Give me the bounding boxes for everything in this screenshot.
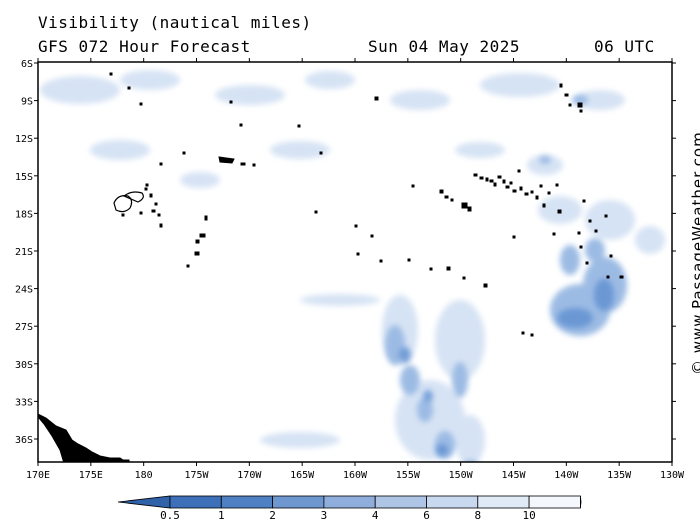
longitude-label: 170W <box>237 470 262 481</box>
legend-label: 10 <box>522 509 535 522</box>
legend-swatch <box>426 495 479 509</box>
longitude-label: 135W <box>607 470 632 481</box>
latitude-axis: 6S 9S 12S 15S 18S 21S 24S 27S 30S 33S 36S <box>15 59 33 446</box>
latitude-label: 36S <box>15 435 33 446</box>
longitude-label: 160W <box>343 470 368 481</box>
legend-swatch <box>220 495 274 509</box>
latitude-label: 12S <box>15 134 33 145</box>
legend-swatch <box>528 495 581 509</box>
latitude-label: 24S <box>15 285 33 296</box>
longitude-label: 145W <box>501 470 526 481</box>
longitude-label: 170E <box>26 470 50 481</box>
legend-label: 4 <box>372 509 379 522</box>
latitude-label: 15S <box>15 172 33 183</box>
forecast-date: Sun 04 May 2025 <box>368 37 520 56</box>
latitude-label: 30S <box>15 360 33 371</box>
longitude-label: 165W <box>290 470 315 481</box>
forecast-subtitle: GFS 072 Hour Forecast <box>38 37 251 56</box>
legend-label: 6 <box>423 509 430 522</box>
legend-swatch <box>169 495 222 509</box>
latitude-label: 33S <box>15 397 33 408</box>
legend-label: 0.5 <box>160 509 180 522</box>
legend-swatch <box>477 495 530 509</box>
axis-ticks <box>34 58 676 466</box>
longitude-label: 150W <box>449 470 474 481</box>
legend-label: 2 <box>269 509 276 522</box>
visibility-haze-layer <box>40 70 665 462</box>
legend-swatch <box>374 495 427 509</box>
map-title: Visibility (nautical miles) <box>38 13 312 32</box>
latitude-label: 18S <box>15 209 33 220</box>
legend-swatch <box>272 495 325 509</box>
fiji-island <box>113 195 133 213</box>
longitude-label: 175W <box>184 470 209 481</box>
longitude-axis: 170E 175E 180 175W 170W 165W 160W 155W 150W 145W 1… <box>26 470 685 481</box>
longitude-label: 155W <box>396 470 421 481</box>
longitude-label: 175E <box>79 470 103 481</box>
legend-label: 8 <box>474 509 481 522</box>
legend-left-arrow <box>117 495 171 509</box>
legend-label: 1 <box>218 509 225 522</box>
fiji-island <box>122 191 144 203</box>
longitude-label: 180 <box>135 470 153 481</box>
latitude-label: 6S <box>21 59 33 70</box>
legend-swatch <box>323 495 376 509</box>
longitude-label: 130W <box>660 470 685 481</box>
forecast-time: 06 UTC <box>594 37 655 56</box>
legend-right-arrow <box>580 495 582 509</box>
longitude-label: 140W <box>554 470 579 481</box>
islands-layer <box>38 72 624 462</box>
credit-text: © www.PassageWeather.com <box>689 131 700 375</box>
latitude-label: 21S <box>15 247 33 258</box>
latitude-label: 9S <box>21 97 33 108</box>
visibility-legend: 0.5 1 2 3 4 6 8 10 <box>117 495 582 522</box>
latitude-label: 27S <box>15 322 33 333</box>
legend-label: 3 <box>321 509 328 522</box>
new-zealand-north-island <box>38 413 127 462</box>
samoa-island <box>218 156 235 164</box>
